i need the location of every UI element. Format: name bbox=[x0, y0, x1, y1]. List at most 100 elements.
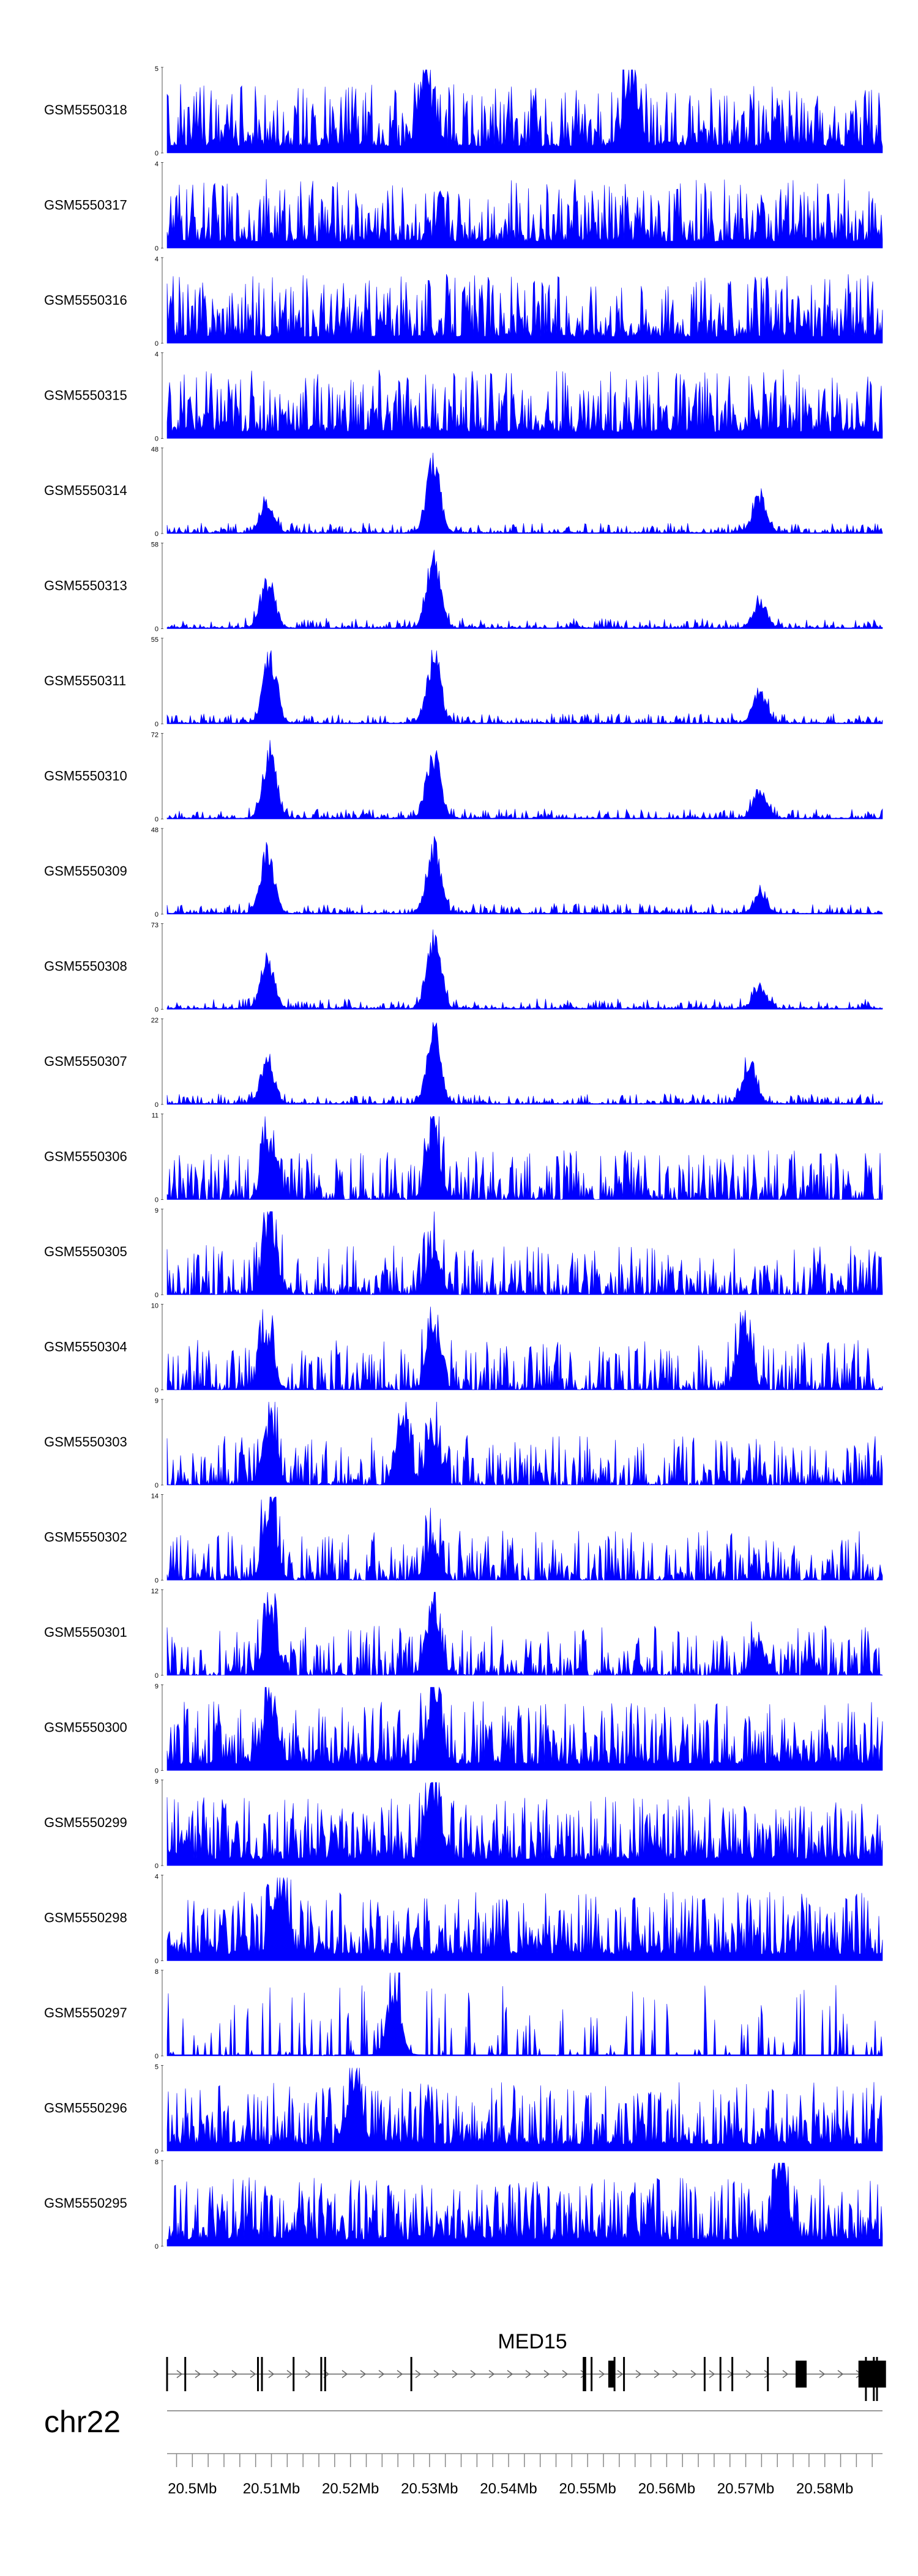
exon bbox=[858, 2361, 867, 2388]
y-min-label: 0 bbox=[155, 721, 159, 728]
track-GSM5550297: GSM5550297 8 0 bbox=[44, 1968, 883, 2060]
strand-chevron bbox=[250, 2370, 256, 2378]
track-label: GSM5550297 bbox=[44, 2005, 127, 2020]
strand-chevron bbox=[837, 2370, 844, 2378]
signal-area bbox=[166, 274, 883, 344]
track-GSM5550313: GSM5550313 58 0 bbox=[44, 542, 883, 633]
exon bbox=[184, 2357, 187, 2391]
strand-chevron bbox=[452, 2370, 458, 2378]
strand-chevron bbox=[562, 2370, 569, 2378]
track-label: GSM5550300 bbox=[44, 1720, 127, 1735]
track-GSM5550317: GSM5550317 4 0 bbox=[44, 161, 883, 253]
track-label: GSM5550307 bbox=[44, 1054, 127, 1069]
strand-chevron bbox=[709, 2370, 715, 2378]
y-axis bbox=[161, 257, 163, 344]
y-max-label: 4 bbox=[155, 1874, 159, 1881]
signal-area bbox=[166, 369, 883, 439]
exon bbox=[261, 2357, 263, 2391]
track-GSM5550302: GSM5550302 14 0 bbox=[44, 1493, 883, 1585]
y-min-label: 0 bbox=[155, 2053, 159, 2060]
axis-tick-label: 20.54Mb bbox=[480, 2481, 537, 2497]
axis-tick-label: 20.58Mb bbox=[796, 2481, 853, 2497]
y-axis bbox=[161, 1208, 163, 1295]
track-label: GSM5550304 bbox=[44, 1339, 127, 1355]
track-GSM5550301: GSM5550301 12 0 bbox=[44, 1588, 883, 1680]
signal-area bbox=[166, 1306, 883, 1391]
track-label: GSM5550315 bbox=[44, 388, 127, 403]
track-label: GSM5550316 bbox=[44, 292, 127, 308]
strand-chevron bbox=[690, 2370, 697, 2378]
signal-area bbox=[166, 452, 883, 534]
track-label: GSM5550295 bbox=[44, 2195, 127, 2211]
track-label: GSM5550318 bbox=[44, 102, 127, 117]
strand-chevron bbox=[507, 2370, 513, 2378]
y-axis bbox=[161, 1779, 163, 1866]
exon bbox=[796, 2361, 807, 2388]
exon bbox=[293, 2357, 295, 2391]
track-label: GSM5550317 bbox=[44, 198, 127, 213]
signal-area bbox=[166, 2068, 883, 2151]
y-min-label: 0 bbox=[155, 1958, 159, 1965]
signal-area bbox=[166, 1972, 883, 2057]
y-axis bbox=[161, 1304, 163, 1390]
track-GSM5550300: GSM5550300 9 0 bbox=[44, 1683, 883, 1775]
exon bbox=[719, 2357, 722, 2391]
y-axis bbox=[161, 1589, 163, 1676]
y-axis bbox=[161, 1684, 163, 1771]
y-axis bbox=[161, 2160, 163, 2247]
y-axis bbox=[161, 1018, 163, 1105]
track-GSM5550314: GSM5550314 48 0 bbox=[44, 446, 883, 538]
track-GSM5550298: GSM5550298 4 0 bbox=[44, 1874, 883, 1965]
strand-chevron bbox=[672, 2370, 679, 2378]
y-max-label: 14 bbox=[151, 1493, 159, 1500]
strand-chevron bbox=[599, 2370, 605, 2378]
track-GSM5550304: GSM5550304 10 0 bbox=[44, 1303, 883, 1394]
strand-chevron bbox=[745, 2370, 752, 2378]
signal-area bbox=[166, 1116, 883, 1201]
y-min-label: 0 bbox=[155, 150, 159, 157]
exon bbox=[865, 2361, 875, 2388]
track-label: GSM5550302 bbox=[44, 1530, 127, 1545]
signal-area bbox=[166, 549, 883, 629]
axis-tick-label: 20.5Mb bbox=[168, 2481, 217, 2497]
strand-chevron bbox=[433, 2370, 440, 2378]
track-label: GSM5550298 bbox=[44, 1910, 127, 1926]
track-GSM5550316: GSM5550316 4 0 bbox=[44, 256, 883, 348]
track-GSM5550299: GSM5550299 9 0 bbox=[44, 1778, 883, 1870]
exon bbox=[877, 2361, 886, 2388]
axis-tick-label: 20.56Mb bbox=[638, 2481, 695, 2497]
exon bbox=[591, 2357, 593, 2391]
y-max-label: 11 bbox=[152, 1112, 159, 1120]
y-min-label: 0 bbox=[155, 1387, 159, 1394]
y-min-label: 0 bbox=[155, 436, 159, 443]
strand-chevron bbox=[286, 2370, 293, 2378]
y-axis bbox=[161, 1494, 163, 1580]
track-label: GSM5550306 bbox=[44, 1149, 127, 1164]
exon bbox=[873, 2357, 875, 2401]
signal-area bbox=[166, 836, 883, 915]
y-max-label: 8 bbox=[155, 2159, 159, 2166]
exon bbox=[703, 2357, 706, 2391]
signal-area bbox=[166, 1022, 883, 1105]
exon bbox=[876, 2357, 878, 2401]
y-max-label: 12 bbox=[151, 1588, 159, 1595]
axis-tick-label: 20.53Mb bbox=[401, 2481, 458, 2497]
y-max-label: 9 bbox=[155, 1398, 159, 1405]
genome-axis: chr22 20.5Mb 20.51Mb 20.52Mb 20.53Mb 20.54Mb… bbox=[44, 2405, 883, 2497]
gene-track: MED15 bbox=[166, 2330, 886, 2401]
track-label: GSM5550308 bbox=[44, 959, 127, 974]
exon bbox=[410, 2357, 412, 2391]
strand-chevron bbox=[617, 2370, 624, 2378]
y-axis bbox=[161, 2065, 163, 2151]
y-max-label: 58 bbox=[151, 542, 159, 549]
y-axis bbox=[161, 1399, 163, 1486]
signal-area bbox=[166, 740, 883, 819]
strand-chevron bbox=[782, 2370, 789, 2378]
track-GSM5550315: GSM5550315 4 0 bbox=[44, 351, 883, 443]
y-max-label: 5 bbox=[155, 2064, 159, 2071]
strand-chevron bbox=[378, 2370, 385, 2378]
signal-area bbox=[166, 179, 883, 248]
y-axis bbox=[161, 638, 163, 724]
exon bbox=[257, 2357, 259, 2391]
y-max-label: 9 bbox=[155, 1207, 159, 1215]
